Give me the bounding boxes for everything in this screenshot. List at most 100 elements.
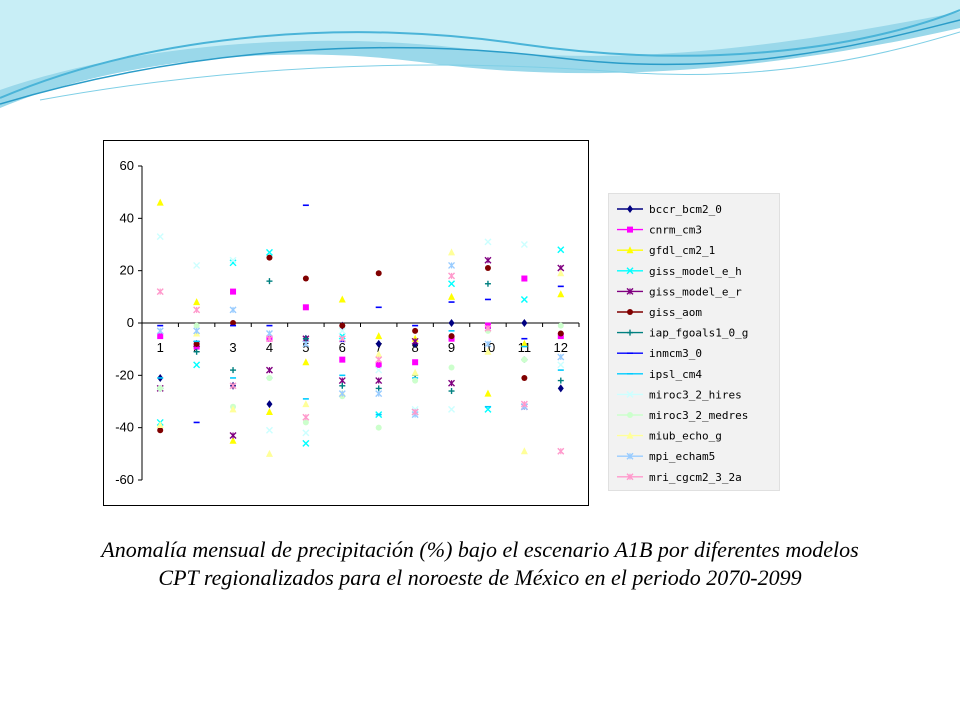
data-point xyxy=(339,322,346,329)
header-swoosh-decoration xyxy=(0,0,960,108)
data-point xyxy=(375,366,383,374)
data-marks xyxy=(156,198,565,457)
data-point xyxy=(193,298,201,306)
data-point xyxy=(412,359,419,366)
legend-marker xyxy=(626,452,634,460)
data-point xyxy=(338,295,346,303)
series-cnrm_cm3 xyxy=(157,275,564,368)
data-point xyxy=(229,256,237,264)
legend-label: giss_model_e_h xyxy=(649,265,742,278)
legend-item: giss_model_e_r xyxy=(617,285,742,298)
series-giss_aom xyxy=(157,254,564,434)
data-point xyxy=(302,419,309,426)
legend-item: ipsl_cm4 xyxy=(617,368,702,381)
data-point xyxy=(557,377,564,384)
legend-marker xyxy=(626,287,634,295)
y-tick-label: 20 xyxy=(120,263,134,278)
data-point xyxy=(266,278,273,285)
data-point xyxy=(484,265,491,272)
data-point xyxy=(338,377,346,385)
series-mpi_echam5 xyxy=(156,261,565,419)
data-point xyxy=(229,436,237,444)
data-point xyxy=(375,424,382,431)
legend-label: iap_fgoals1_0_g xyxy=(649,327,748,340)
data-point xyxy=(229,405,237,413)
x-category-label: 6 xyxy=(339,340,346,355)
data-point xyxy=(339,356,346,363)
legend-marker xyxy=(626,473,634,481)
data-point xyxy=(265,335,273,343)
data-point xyxy=(193,340,200,347)
series-bccr_bcm2_0 xyxy=(157,319,564,409)
data-point xyxy=(557,361,565,369)
y-tick-label: 0 xyxy=(127,315,134,330)
data-point xyxy=(557,330,564,337)
data-point xyxy=(520,295,528,303)
data-point xyxy=(520,400,528,408)
data-point xyxy=(156,327,164,335)
series-gfdl_cm2_1 xyxy=(156,198,565,444)
data-point xyxy=(230,320,237,326)
legend-marker xyxy=(627,205,633,213)
legend-label: inmcm3_0 xyxy=(649,347,702,360)
data-point xyxy=(521,374,528,381)
data-point xyxy=(557,290,565,298)
series-iap_fgoals1_0_g xyxy=(157,278,564,395)
data-point xyxy=(448,333,455,340)
data-point xyxy=(265,407,273,415)
x-category-label: 1 xyxy=(157,340,164,355)
data-point xyxy=(448,405,456,413)
data-point xyxy=(229,432,237,440)
series-ipsl_cm4 xyxy=(157,330,564,416)
data-point xyxy=(338,335,346,343)
data-point xyxy=(375,339,382,348)
data-point xyxy=(521,356,528,363)
data-point xyxy=(557,322,564,329)
data-point xyxy=(302,429,310,437)
data-point xyxy=(557,269,565,277)
legend-item: miroc3_2_medres xyxy=(617,409,748,422)
chart-legend: bccr_bcm2_0 cnrm_cm3 gfdl_cm2_1 giss_model_… xyxy=(608,193,780,491)
caption-line-2: CPT regionalizados para el noroeste de M… xyxy=(158,565,802,590)
data-point xyxy=(266,374,273,381)
data-point xyxy=(156,198,164,206)
figure-caption: Anomalía mensual de precipitación (%) ba… xyxy=(0,536,960,592)
data-point xyxy=(302,275,309,282)
data-point xyxy=(193,322,200,329)
data-point xyxy=(448,261,456,269)
data-point xyxy=(448,272,456,280)
data-point xyxy=(375,361,382,368)
data-point xyxy=(230,288,237,295)
data-point xyxy=(448,379,456,387)
x-category-label: 9 xyxy=(448,340,455,355)
legend-label: miroc3_2_hires xyxy=(649,388,742,401)
legend-marker xyxy=(627,329,633,336)
data-point xyxy=(302,413,310,421)
legend-item: iap_fgoals1_0_g xyxy=(617,327,748,340)
data-point xyxy=(484,256,492,264)
data-point xyxy=(302,358,310,366)
data-point xyxy=(193,348,200,355)
legend-marker xyxy=(626,390,634,398)
series-miroc3_2_medres xyxy=(157,322,564,431)
legend-item: inmcm3_0 xyxy=(617,347,702,360)
legend-marker xyxy=(627,226,633,233)
y-tick-label: 60 xyxy=(120,158,134,173)
data-point xyxy=(484,347,492,355)
data-point xyxy=(302,439,310,447)
data-point xyxy=(156,233,164,241)
x-category-label: 3 xyxy=(229,340,236,355)
data-point xyxy=(266,400,273,409)
data-point xyxy=(375,350,383,358)
legend-label: miub_echo_g xyxy=(649,430,722,443)
data-point xyxy=(375,385,382,392)
caption-line-1: Anomalía mensual de precipitación (%) ba… xyxy=(101,537,859,562)
legend-label: ipsl_cm4 xyxy=(649,368,702,381)
data-point xyxy=(448,319,455,327)
data-point xyxy=(265,329,273,337)
data-point xyxy=(157,385,164,392)
legend-marker xyxy=(626,246,634,254)
data-point xyxy=(411,408,419,416)
data-point xyxy=(484,280,491,287)
y-tick-label: 40 xyxy=(120,210,134,225)
